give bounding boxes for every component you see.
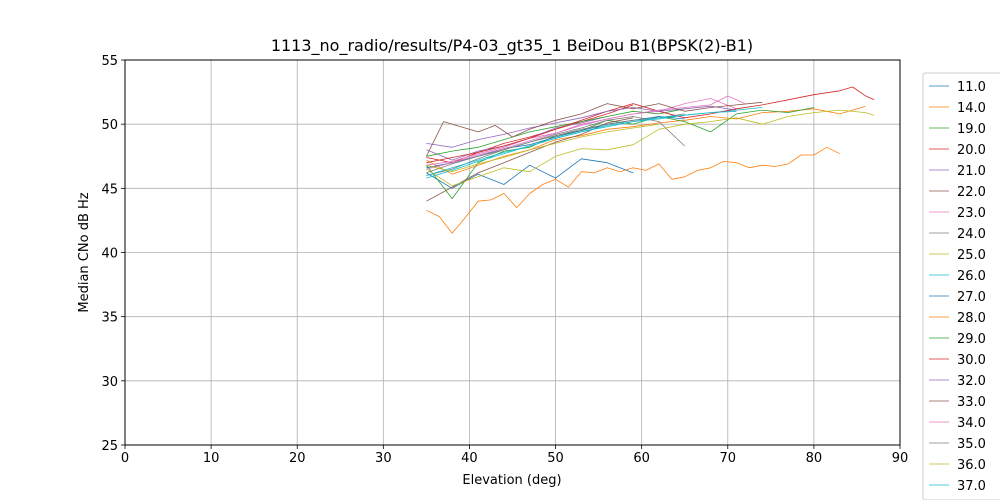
series-line-28-0 [426, 146, 840, 234]
x-tick-label: 30 [375, 451, 392, 466]
series-line-33-0 [426, 101, 763, 157]
x-tick-label: 60 [633, 451, 650, 466]
y-tick-label: 45 [101, 182, 118, 197]
y-tick-label: 30 [101, 375, 118, 390]
legend-entry: 23.0 [957, 206, 986, 221]
legend-entry: 35.0 [957, 437, 986, 452]
y-tick-label: 25 [101, 439, 118, 454]
legend-entry: 24.0 [957, 227, 986, 242]
x-axis-label: Elevation (deg) [462, 473, 561, 488]
series-line-20-0 [426, 104, 634, 164]
legend-box [922, 72, 1000, 500]
legend-entry: 14.0 [957, 101, 986, 116]
series-line-32-0 [426, 105, 737, 148]
legend-entry: 20.0 [957, 143, 986, 158]
legend-entry: 28.0 [957, 311, 986, 326]
legend-entry: 37.0 [957, 479, 986, 494]
legend-entry: 30.0 [957, 353, 986, 368]
axis-ticks: 0 10 20 30 40 50 60 70 80 90 25 30 35 40 45 50 55 [101, 54, 908, 466]
y-axis-label: Median CNo dB Hz [77, 192, 92, 312]
series-line-25-0 [426, 109, 875, 187]
legend: 11.0 14.0 19.0 20.0 21.0 22.0 23.0 24.0 25.0 26.0… [922, 72, 1000, 500]
legend-entry: 22.0 [957, 185, 986, 200]
legend-entry: 11.0 [957, 80, 986, 95]
series-line-34-0 [426, 95, 746, 170]
series-line-11-0 [426, 158, 634, 189]
series-line-30-0 [426, 86, 875, 164]
x-tick-label: 70 [720, 451, 737, 466]
x-tick-label: 80 [806, 451, 823, 466]
x-tick-label: 0 [121, 451, 129, 466]
y-tick-label: 55 [101, 54, 118, 69]
y-tick-label: 40 [101, 247, 118, 262]
x-tick-label: 40 [461, 451, 478, 466]
legend-entry: 36.0 [957, 458, 986, 473]
series-line-37-0 [426, 110, 737, 176]
x-tick-label: 10 [203, 451, 220, 466]
series-line-24-0 [426, 116, 685, 176]
y-tick-label: 50 [101, 118, 118, 133]
series-line-36-0 [426, 123, 659, 173]
legend-entry: 21.0 [957, 164, 986, 179]
legend-entry: 34.0 [957, 416, 986, 431]
plot-lines [426, 86, 875, 234]
x-tick-label: 20 [289, 451, 306, 466]
legend-entry: 32.0 [957, 374, 986, 389]
legend-entry: 25.0 [957, 248, 986, 263]
chart-title: 1113_no_radio/results/P4-03_gt35_1 BeiDo… [271, 36, 753, 56]
legend-entry: 27.0 [957, 290, 986, 305]
series-line-23-0 [426, 98, 737, 166]
series-line-14-0 [426, 105, 866, 175]
x-tick-label: 50 [547, 451, 564, 466]
series-line-35-0 [426, 113, 685, 174]
legend-entry: 19.0 [957, 122, 986, 137]
legend-entry: 33.0 [957, 395, 986, 410]
legend-entry: 26.0 [957, 269, 986, 284]
legend-entry: 29.0 [957, 332, 986, 347]
x-tick-label: 90 [892, 451, 909, 466]
y-tick-label: 35 [101, 311, 118, 326]
series-line-29-0 [426, 108, 685, 157]
